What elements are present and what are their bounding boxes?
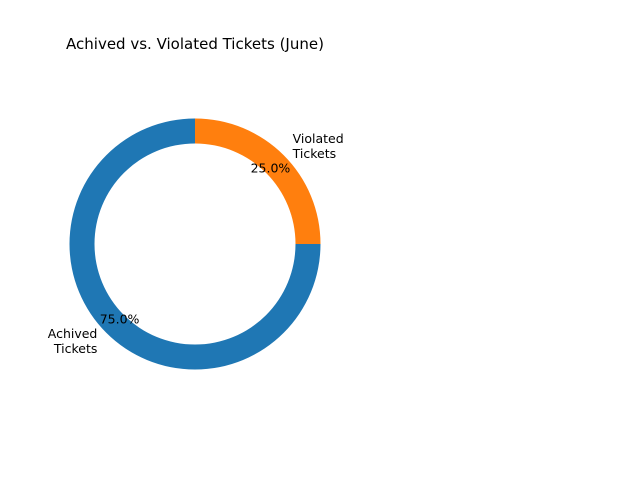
slice-category-label-1: Achived Tickets (48, 326, 98, 356)
donut-slices (69, 118, 321, 370)
slice-percentage-label-1: 75.0% (100, 311, 140, 326)
chart-title: Achived vs. Violated Tickets (June) (66, 35, 324, 53)
donut-slice-0 (195, 118, 321, 244)
slice-category-label-0: Violated Tickets (292, 131, 344, 161)
donut-labels: 25.0%Violated Tickets 75.0%Achived Tickets (48, 131, 344, 356)
slice-percentage-label-0: 25.0% (251, 161, 291, 176)
